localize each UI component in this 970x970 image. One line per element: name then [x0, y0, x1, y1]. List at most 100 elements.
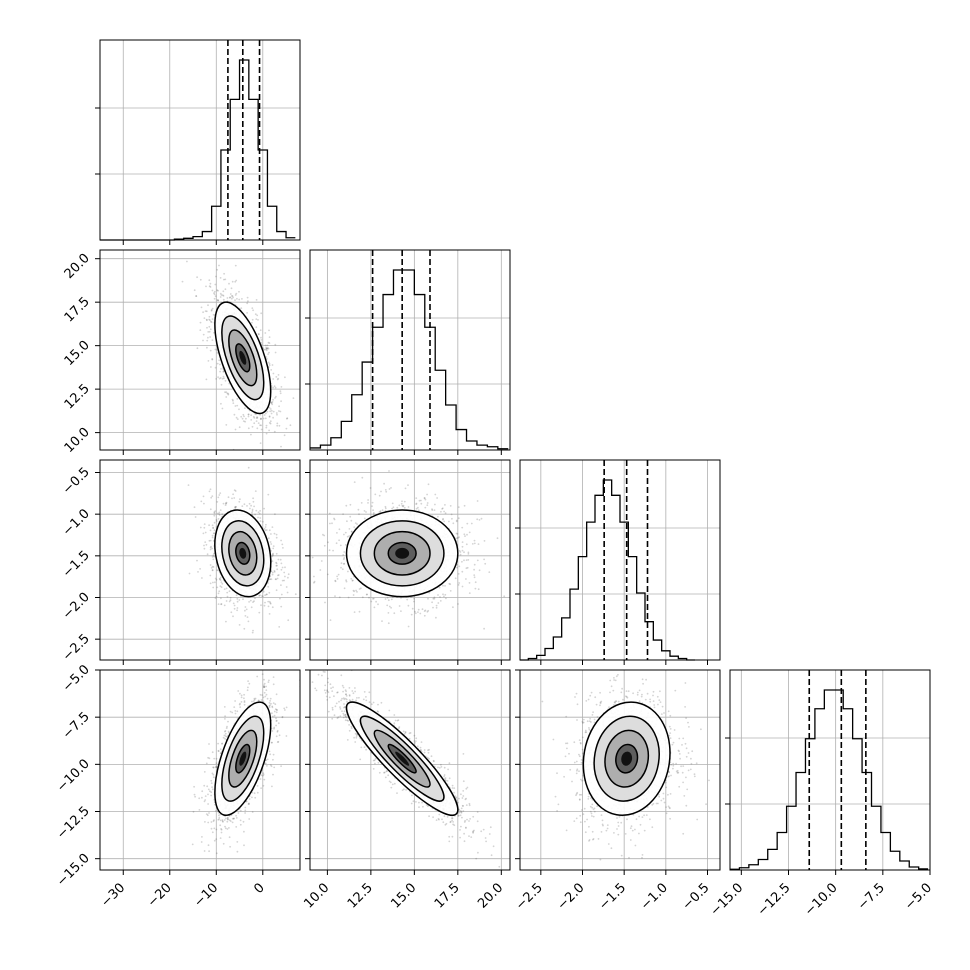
scatter-point	[431, 509, 434, 511]
scatter-point	[476, 518, 479, 521]
scatter-point	[238, 298, 241, 301]
scatter-point	[403, 506, 406, 509]
scatter-point	[271, 606, 274, 609]
scatter-point	[226, 297, 229, 299]
scatter-point	[236, 609, 239, 612]
scatter-point	[477, 543, 480, 545]
scatter-point	[373, 606, 376, 609]
scatter-point	[352, 579, 354, 582]
scatter-point	[235, 826, 238, 828]
scatter-point	[480, 517, 483, 520]
scatter-point	[248, 502, 251, 505]
scatter-point	[345, 504, 348, 507]
scatter-point	[442, 518, 444, 521]
scatter-point	[344, 531, 347, 534]
scatter-point	[195, 295, 198, 297]
scatter-point	[345, 579, 347, 582]
scatter-point	[278, 424, 281, 427]
scatter-point	[246, 302, 249, 305]
scatter-point	[420, 499, 422, 502]
scatter-point	[260, 417, 262, 420]
scatter-point	[220, 603, 223, 605]
scatter-point	[262, 590, 265, 593]
scatter-point	[199, 321, 202, 324]
scatter-point	[208, 285, 211, 288]
scatter-point	[247, 680, 250, 682]
scatter-point	[287, 576, 289, 579]
scatter-point	[213, 532, 216, 535]
scatter-point	[381, 509, 384, 512]
scatter-point	[266, 358, 268, 360]
scatter-point	[212, 581, 214, 584]
scatter-point	[211, 786, 214, 788]
scatter-point	[236, 418, 239, 420]
scatter-point	[208, 318, 211, 321]
scatter-point	[219, 578, 221, 581]
scatter-point	[265, 426, 268, 429]
scatter-point	[196, 276, 199, 279]
scatter-panel-1-0	[95, 249, 301, 455]
scatter-point	[206, 814, 209, 817]
scatter-point	[226, 595, 229, 598]
scatter-point	[218, 377, 221, 380]
scatter-point	[201, 796, 203, 799]
scatter-point	[208, 279, 211, 282]
scatter-point	[245, 800, 248, 803]
scatter-point	[268, 406, 271, 409]
scatter-point	[223, 377, 225, 380]
scatter-point	[256, 791, 259, 794]
scatter-point	[256, 427, 259, 430]
scatter-point	[231, 295, 234, 297]
scatter-point	[448, 520, 450, 523]
contour-line-3	[345, 509, 459, 598]
scatter-point	[278, 626, 281, 628]
scatter-point	[275, 552, 278, 555]
scatter-point	[461, 585, 464, 588]
scatter-point	[210, 320, 212, 323]
scatter-point	[236, 398, 239, 400]
scatter-point	[423, 497, 426, 499]
scatter-point	[219, 585, 222, 588]
scatter-point	[207, 331, 210, 333]
scatter-point	[217, 496, 220, 499]
scatter-point	[470, 522, 473, 525]
scatter-point	[245, 417, 247, 420]
scatter-point	[270, 402, 273, 404]
scatter-point	[339, 544, 342, 547]
scatter-point	[285, 427, 288, 430]
scatter-point	[209, 582, 212, 585]
scatter-point	[210, 321, 213, 323]
scatter-point	[231, 497, 233, 500]
scatter-point	[234, 506, 236, 509]
scatter-point	[435, 604, 438, 607]
scatter-point	[233, 497, 236, 499]
scatter-point	[222, 370, 225, 373]
contour-line-1	[228, 530, 258, 576]
scatter-point	[208, 490, 211, 493]
scatter-point	[268, 705, 271, 707]
scatter-point	[219, 752, 222, 755]
scatter-point	[286, 417, 289, 420]
scatter-point	[454, 577, 457, 580]
scatter-point	[211, 831, 214, 834]
scatter-point	[257, 333, 260, 335]
scatter-point	[225, 424, 228, 426]
scatter-point	[260, 418, 262, 420]
scatter-point	[253, 600, 255, 603]
scatter-point	[234, 294, 237, 296]
scatter-point	[273, 532, 276, 535]
scatter-point	[419, 612, 422, 615]
scatter-point	[254, 313, 257, 316]
scatter-point	[234, 264, 237, 267]
scatter-point	[260, 699, 263, 701]
scatter-point	[343, 587, 346, 590]
contour-line-2	[221, 315, 265, 401]
density-fill-4	[239, 350, 247, 365]
scatter-point	[223, 272, 226, 275]
scatter-point	[238, 500, 241, 503]
scatter-point	[407, 625, 410, 628]
scatter-point	[235, 814, 238, 817]
scatter-point	[287, 619, 290, 622]
scatter-point	[388, 605, 391, 608]
scatter-point	[260, 336, 262, 339]
